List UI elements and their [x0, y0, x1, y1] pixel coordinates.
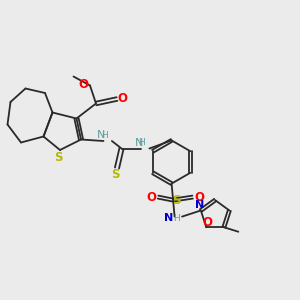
- Text: H: H: [138, 138, 145, 147]
- Text: N: N: [134, 138, 143, 148]
- Text: S: S: [111, 167, 120, 181]
- Text: S: S: [172, 194, 180, 207]
- Text: O: O: [194, 190, 204, 204]
- Text: O: O: [146, 190, 157, 204]
- Text: O: O: [117, 92, 128, 105]
- Text: H: H: [173, 214, 179, 223]
- Text: N: N: [164, 213, 173, 223]
- Text: N: N: [195, 200, 205, 210]
- Text: O: O: [78, 78, 88, 91]
- Text: S: S: [54, 151, 63, 164]
- Text: N: N: [97, 130, 105, 140]
- Text: H: H: [101, 131, 107, 140]
- Text: O: O: [203, 216, 213, 229]
